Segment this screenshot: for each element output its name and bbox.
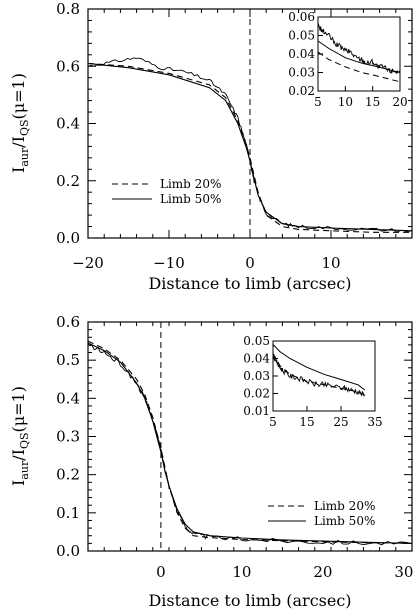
y-tick-label: 0.2	[56, 466, 80, 484]
inset-y-tick-label: 0.03	[288, 66, 315, 80]
series-line-limb-50-	[87, 62, 413, 232]
inset-frame	[317, 16, 401, 92]
y-tick-label: 0.2	[56, 172, 80, 190]
inset-y-tick-label: 0.01	[243, 404, 270, 418]
y-tick-label: 0.1	[56, 504, 80, 522]
inset-y-tick-label: 0.06	[288, 10, 315, 24]
x-tick-label: 0	[245, 254, 255, 272]
x-axis-label: Distance to limb (arcsec)	[148, 591, 351, 610]
inset-y-tick-label: 0.02	[243, 387, 270, 401]
inset-x-tick-label: 20	[392, 95, 407, 109]
x-tick-label: 0	[156, 563, 166, 581]
inset-x-tick-label: 5	[314, 95, 322, 109]
inset-x-tick-label: 15	[299, 415, 314, 429]
x-tick-label: 20	[313, 563, 332, 581]
series-line-limb-20-	[87, 62, 412, 233]
inset-series-line-limb-20-	[317, 51, 401, 83]
inset-y-tick-label: 0.04	[288, 47, 315, 61]
x-tick-label: 30	[394, 563, 413, 581]
series-line-observed	[87, 343, 413, 546]
y-tick-label: 0.6	[56, 313, 80, 331]
inset-y-tick-label: 0.04	[243, 352, 270, 366]
x-tick-label: −10	[153, 254, 185, 272]
x-tick-label: −20	[72, 254, 104, 272]
inset-series-line-limb-50-	[317, 40, 401, 73]
inset-x-tick-label: 35	[367, 415, 382, 429]
x-tick-label: 10	[321, 254, 340, 272]
top-panel: −20 −10 0 10 0.0 0.2 0.4 0.6 0.8 Limb 20%Limb 50%…	[9, 0, 413, 293]
inset-series-line-limb-50-	[272, 344, 366, 391]
y-tick-label: 0.4	[56, 389, 80, 407]
inset-y-tick-label: 0.02	[288, 84, 315, 98]
y-axis-label: Iaur/IQS(μ=1)	[9, 73, 31, 173]
y-tick-label: 0.5	[56, 351, 80, 369]
y-tick-label: 0.4	[56, 115, 80, 133]
inset-series-line-observed	[317, 23, 401, 75]
y-tick-label: 0.0	[56, 229, 80, 247]
legend-label: Limb 50%	[160, 192, 221, 206]
bottom-panel: 0 10 20 30 0.0 0.1 0.2 0.3 0.4 0.5 0.6 Limb 20%Limb…	[9, 313, 413, 610]
inset-y-tick-label: 0.05	[243, 334, 270, 348]
legend-label: Limb 50%	[314, 514, 375, 528]
x-tick-label: 10	[232, 563, 251, 581]
inset-x-tick-label: 5	[269, 415, 277, 429]
inset-x-tick-label: 25	[333, 415, 348, 429]
inset-chart: 5 10 15 20 0.02 0.03 0.04 0.05 0.06	[288, 10, 407, 109]
inset-chart: 5 15 25 35 0.01 0.02 0.03 0.04 0.05	[243, 334, 382, 429]
inset-x-tick-label: 15	[365, 95, 380, 109]
x-axis-label: Distance to limb (arcsec)	[148, 274, 351, 293]
y-tick-label: 0.6	[56, 57, 80, 75]
y-tick-label: 0.3	[56, 428, 80, 446]
y-tick-label: 0.0	[56, 542, 80, 560]
inset-y-tick-label: 0.03	[243, 369, 270, 383]
legend-label: Limb 20%	[160, 177, 221, 191]
inset-series-line-observed	[272, 352, 365, 397]
inset-x-tick-label: 10	[338, 95, 353, 109]
y-tick-label: 0.8	[56, 0, 80, 18]
legend-label: Limb 20%	[314, 499, 375, 513]
y-axis-label: Iaur/IQS(μ=1)	[9, 386, 31, 486]
series-line-observed	[87, 57, 413, 233]
inset-y-tick-label: 0.05	[288, 29, 315, 43]
